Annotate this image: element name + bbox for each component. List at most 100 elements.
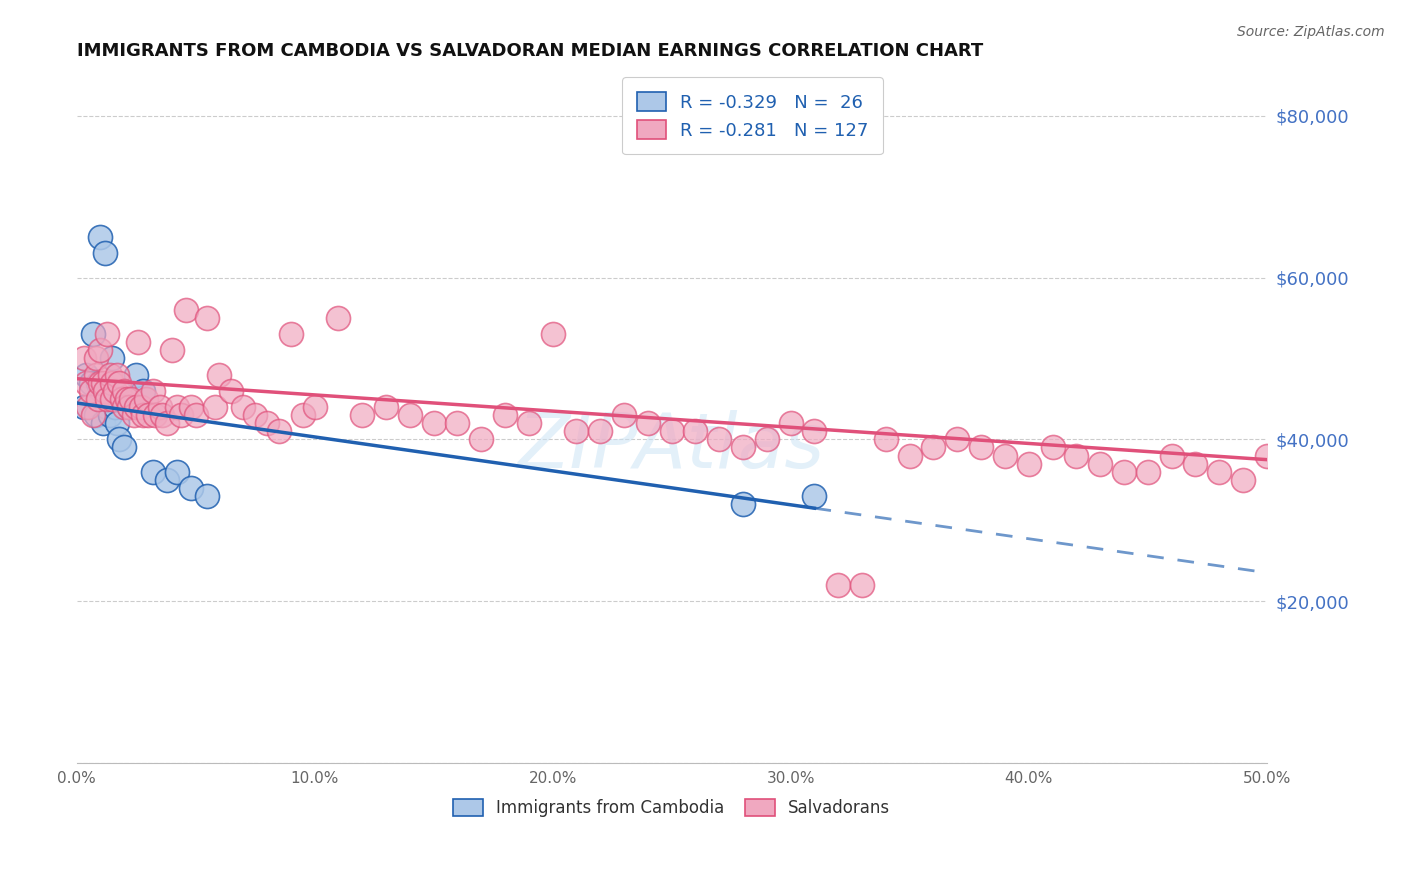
Point xyxy=(180,400,202,414)
Point xyxy=(125,400,148,414)
Point xyxy=(1042,441,1064,455)
Legend: Immigrants from Cambodia, Salvadorans: Immigrants from Cambodia, Salvadorans xyxy=(447,792,897,823)
Point xyxy=(98,368,121,382)
Point xyxy=(219,384,242,398)
Point xyxy=(1018,457,1040,471)
Point xyxy=(96,392,118,406)
Point xyxy=(232,400,254,414)
Point xyxy=(517,416,540,430)
Point xyxy=(94,384,117,398)
Point xyxy=(91,416,114,430)
Point xyxy=(82,327,104,342)
Point xyxy=(150,408,173,422)
Point xyxy=(96,327,118,342)
Point xyxy=(105,368,128,382)
Point xyxy=(129,400,152,414)
Point xyxy=(922,441,945,455)
Point xyxy=(77,400,100,414)
Point xyxy=(779,416,801,430)
Point xyxy=(204,400,226,414)
Point xyxy=(105,416,128,430)
Point xyxy=(80,376,103,390)
Point xyxy=(170,408,193,422)
Point xyxy=(143,408,166,422)
Point xyxy=(166,400,188,414)
Point xyxy=(898,449,921,463)
Point xyxy=(851,578,873,592)
Point xyxy=(970,441,993,455)
Point xyxy=(328,311,350,326)
Point xyxy=(156,473,179,487)
Point xyxy=(398,408,420,422)
Point xyxy=(111,392,134,406)
Point xyxy=(89,376,111,390)
Point xyxy=(104,384,127,398)
Point xyxy=(75,376,97,390)
Point xyxy=(98,408,121,422)
Point xyxy=(803,489,825,503)
Point xyxy=(589,425,612,439)
Point xyxy=(661,425,683,439)
Point xyxy=(101,392,124,406)
Point xyxy=(803,425,825,439)
Point xyxy=(994,449,1017,463)
Point xyxy=(208,368,231,382)
Point xyxy=(256,416,278,430)
Point xyxy=(755,433,778,447)
Point xyxy=(87,376,110,390)
Point xyxy=(82,408,104,422)
Point xyxy=(104,400,127,414)
Point xyxy=(494,408,516,422)
Point xyxy=(156,416,179,430)
Point xyxy=(132,384,155,398)
Point xyxy=(1232,473,1254,487)
Point xyxy=(197,489,219,503)
Point xyxy=(243,408,266,422)
Point xyxy=(75,368,97,382)
Point xyxy=(112,400,135,414)
Point xyxy=(180,481,202,495)
Point xyxy=(541,327,564,342)
Point xyxy=(112,384,135,398)
Point xyxy=(1184,457,1206,471)
Point xyxy=(96,400,118,414)
Point xyxy=(89,343,111,358)
Point xyxy=(709,433,731,447)
Point xyxy=(87,392,110,406)
Point xyxy=(122,408,145,422)
Point xyxy=(101,376,124,390)
Point xyxy=(174,302,197,317)
Text: ZIPAtlas: ZIPAtlas xyxy=(517,409,825,483)
Point xyxy=(446,416,468,430)
Point xyxy=(280,327,302,342)
Point xyxy=(125,368,148,382)
Point xyxy=(73,351,96,366)
Point xyxy=(89,230,111,244)
Point xyxy=(422,416,444,430)
Point xyxy=(1136,465,1159,479)
Point xyxy=(120,392,142,406)
Point xyxy=(613,408,636,422)
Point xyxy=(127,335,149,350)
Point xyxy=(731,441,754,455)
Point xyxy=(91,376,114,390)
Point xyxy=(637,416,659,430)
Point xyxy=(84,351,107,366)
Point xyxy=(184,408,207,422)
Point xyxy=(142,384,165,398)
Text: IMMIGRANTS FROM CAMBODIA VS SALVADORAN MEDIAN EARNINGS CORRELATION CHART: IMMIGRANTS FROM CAMBODIA VS SALVADORAN M… xyxy=(76,42,983,60)
Point xyxy=(84,408,107,422)
Point xyxy=(1256,449,1278,463)
Point xyxy=(352,408,374,422)
Point xyxy=(267,425,290,439)
Point xyxy=(304,400,326,414)
Point xyxy=(112,441,135,455)
Point xyxy=(731,497,754,511)
Point xyxy=(197,311,219,326)
Point xyxy=(115,392,138,406)
Point xyxy=(84,368,107,382)
Point xyxy=(136,408,159,422)
Text: Source: ZipAtlas.com: Source: ZipAtlas.com xyxy=(1237,25,1385,39)
Point xyxy=(160,343,183,358)
Point xyxy=(142,465,165,479)
